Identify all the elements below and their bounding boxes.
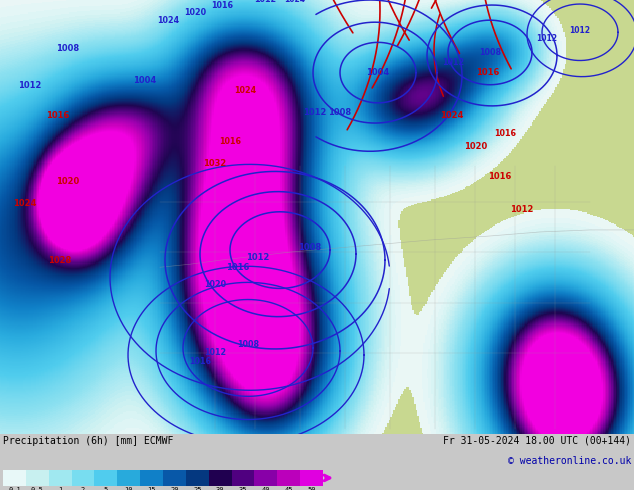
Text: 1024: 1024 bbox=[234, 86, 256, 95]
Text: © weatheronline.co.uk: © weatheronline.co.uk bbox=[508, 456, 631, 466]
Text: 1008: 1008 bbox=[479, 48, 501, 57]
Text: 1016: 1016 bbox=[476, 68, 500, 77]
Polygon shape bbox=[156, 237, 195, 305]
Bar bbox=[209, 470, 231, 486]
Text: 1024: 1024 bbox=[285, 0, 306, 4]
Bar bbox=[277, 470, 300, 486]
Polygon shape bbox=[305, 416, 338, 434]
Text: 1016: 1016 bbox=[219, 137, 241, 146]
Text: 1016: 1016 bbox=[46, 112, 70, 121]
Text: 1008: 1008 bbox=[56, 44, 79, 53]
Text: 40: 40 bbox=[262, 488, 270, 490]
Text: 25: 25 bbox=[193, 488, 202, 490]
Text: 1016: 1016 bbox=[494, 128, 516, 138]
Text: 30: 30 bbox=[216, 488, 224, 490]
Polygon shape bbox=[190, 345, 235, 378]
Text: 1012: 1012 bbox=[536, 34, 557, 43]
Text: 1032: 1032 bbox=[204, 159, 226, 168]
Text: 1012: 1012 bbox=[247, 253, 269, 262]
Text: 1020: 1020 bbox=[184, 8, 206, 17]
Text: 1016: 1016 bbox=[488, 172, 512, 181]
Text: 0.5: 0.5 bbox=[31, 488, 44, 490]
Bar bbox=[186, 470, 209, 486]
Text: 1024: 1024 bbox=[440, 112, 463, 121]
Text: 1016: 1016 bbox=[211, 0, 233, 9]
Text: 1: 1 bbox=[58, 488, 62, 490]
Text: 1008: 1008 bbox=[299, 243, 321, 251]
Text: 1012: 1012 bbox=[254, 0, 276, 4]
Text: 15: 15 bbox=[147, 488, 156, 490]
Bar bbox=[3, 470, 26, 486]
Text: 1016: 1016 bbox=[226, 263, 250, 272]
Text: Precipitation (6h) [mm] ECMWF: Precipitation (6h) [mm] ECMWF bbox=[3, 436, 173, 446]
Text: 1028: 1028 bbox=[48, 256, 72, 265]
Text: 1012: 1012 bbox=[510, 205, 534, 214]
Polygon shape bbox=[155, 0, 634, 434]
Text: 1012: 1012 bbox=[442, 58, 464, 67]
Text: 1016: 1016 bbox=[189, 357, 211, 366]
Text: 1012: 1012 bbox=[569, 26, 590, 35]
Polygon shape bbox=[235, 398, 272, 421]
Bar bbox=[49, 470, 72, 486]
Text: 1004: 1004 bbox=[133, 76, 157, 85]
Text: Fr 31-05-2024 18.00 UTC (00+144): Fr 31-05-2024 18.00 UTC (00+144) bbox=[443, 436, 631, 446]
Text: 0.1: 0.1 bbox=[8, 488, 21, 490]
Text: 1008: 1008 bbox=[328, 108, 352, 118]
Bar bbox=[254, 470, 277, 486]
Text: 20: 20 bbox=[170, 488, 179, 490]
Text: 1020: 1020 bbox=[464, 142, 488, 151]
Text: 35: 35 bbox=[239, 488, 247, 490]
Text: 1020: 1020 bbox=[204, 280, 226, 289]
Bar bbox=[140, 470, 163, 486]
Text: 10: 10 bbox=[124, 488, 133, 490]
Text: 1024: 1024 bbox=[157, 16, 179, 24]
Text: 1008: 1008 bbox=[237, 341, 259, 349]
Text: 1012: 1012 bbox=[204, 348, 226, 358]
Bar bbox=[117, 470, 140, 486]
Text: 2: 2 bbox=[81, 488, 85, 490]
Text: 50: 50 bbox=[307, 488, 316, 490]
Polygon shape bbox=[158, 383, 195, 412]
Bar bbox=[231, 470, 254, 486]
Text: 1020: 1020 bbox=[56, 177, 80, 186]
Bar bbox=[300, 470, 323, 486]
Bar bbox=[163, 470, 186, 486]
Text: 1004: 1004 bbox=[366, 68, 390, 77]
Text: 1012: 1012 bbox=[18, 81, 42, 90]
Text: 5: 5 bbox=[104, 488, 108, 490]
Text: 45: 45 bbox=[285, 488, 293, 490]
Bar bbox=[26, 470, 49, 486]
Text: 1024: 1024 bbox=[13, 199, 37, 208]
Bar bbox=[72, 470, 94, 486]
Text: 1012: 1012 bbox=[303, 108, 327, 118]
Bar bbox=[94, 470, 117, 486]
